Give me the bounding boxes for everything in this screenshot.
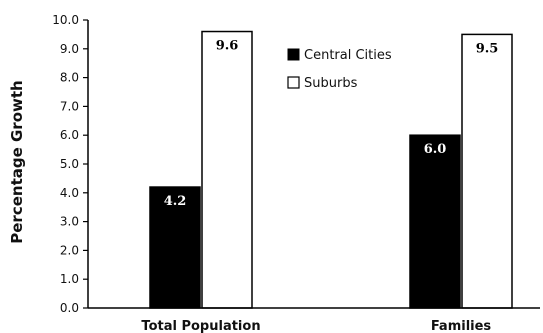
legend-label-central-cities: Central Cities <box>304 48 392 63</box>
legend-item-central-cities: Central Cities <box>287 48 392 63</box>
y-tick-label: 8.0 <box>60 71 79 85</box>
bar-central-cities <box>149 186 201 309</box>
y-tick-label: 10.0 <box>52 13 79 27</box>
y-tick-label: 3.0 <box>60 215 79 229</box>
category-label: Total Population <box>141 319 260 333</box>
bar-central-cities <box>409 134 461 309</box>
legend-item-suburbs: Suburbs <box>287 76 358 91</box>
y-tick-label: 9.0 <box>60 42 79 56</box>
y-tick-label: 6.0 <box>60 128 79 142</box>
legend: Central Cities Suburbs <box>287 48 392 91</box>
category-label: Families <box>431 319 492 333</box>
legend-swatch-central-cities <box>287 48 300 61</box>
bars <box>149 30 513 309</box>
data-label-central-cities: 6.0 <box>424 142 447 157</box>
y-tick-label: 4.0 <box>60 186 79 200</box>
data-labels: 4.2 9.6 6.0 9.5 <box>164 39 499 210</box>
data-label-suburbs: 9.6 <box>216 39 239 54</box>
bar-suburbs <box>201 30 253 309</box>
y-axis-label: Percentage Growth <box>8 80 26 243</box>
legend-swatch-suburbs <box>287 76 300 89</box>
legend-label-suburbs: Suburbs <box>304 76 358 91</box>
y-tick-label: 7.0 <box>60 99 79 113</box>
data-label-central-cities: 4.2 <box>164 194 187 209</box>
y-tick-label: 5.0 <box>60 157 79 171</box>
y-tick-label: 0.0 <box>60 301 79 315</box>
y-tick-label: 2.0 <box>60 243 79 257</box>
y-axis-ticks: 0.0 1.0 2.0 3.0 4.0 5.0 6.0 7.0 8.0 9.0 10.0 <box>52 13 88 315</box>
category-labels: Total Population Families <box>141 319 491 333</box>
data-label-suburbs: 9.5 <box>476 41 499 56</box>
bar-suburbs <box>461 33 513 309</box>
y-tick-label: 1.0 <box>60 272 79 286</box>
